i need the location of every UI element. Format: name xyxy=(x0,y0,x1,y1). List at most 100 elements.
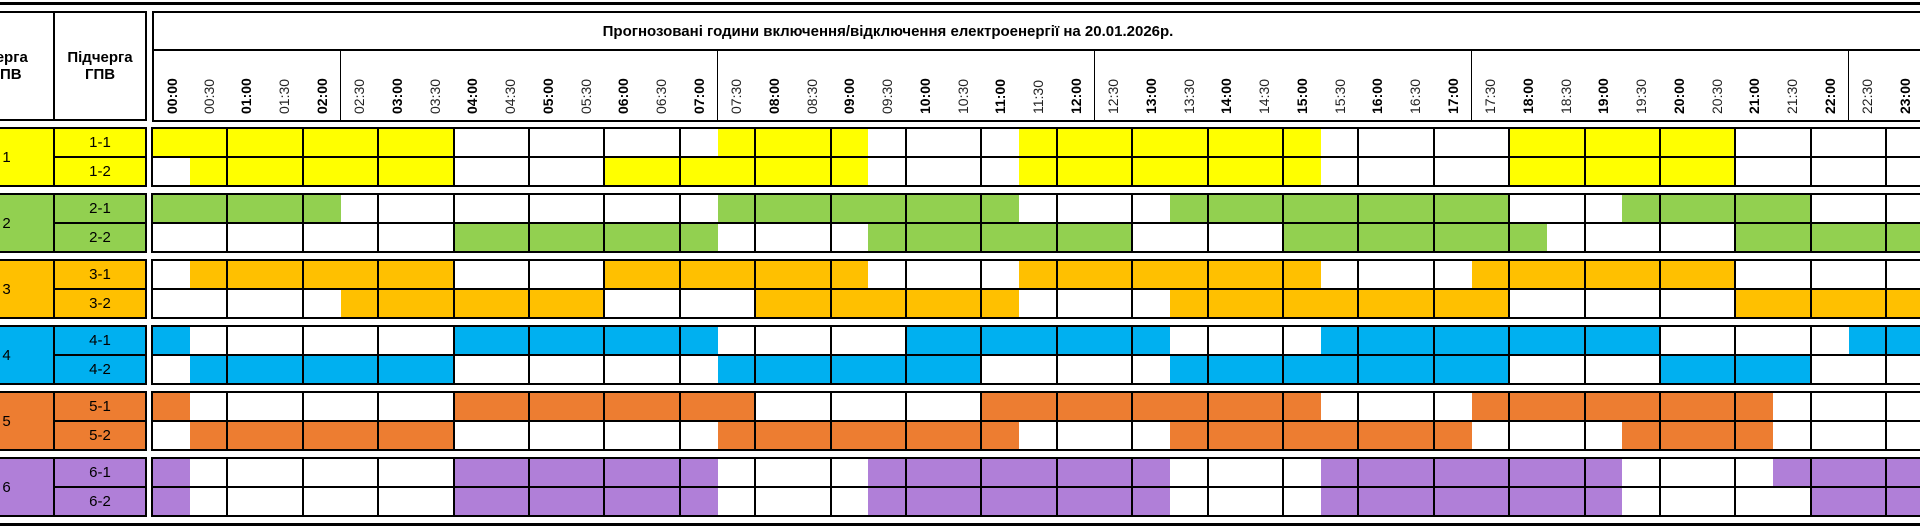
slot-6-1-0530 xyxy=(566,457,605,486)
slot-3-2-1630 xyxy=(1396,288,1435,317)
slot-1-1-1400 xyxy=(1207,127,1246,156)
hour-divider xyxy=(980,127,983,187)
time-label: 18:30 xyxy=(1557,78,1574,114)
slot-6-2-0430 xyxy=(491,486,530,515)
subqueue-label: 5-1 xyxy=(89,398,111,415)
slot-4-1-0530 xyxy=(566,325,605,354)
slot-3-1-2230 xyxy=(1848,259,1887,288)
slot-3-2-0030 xyxy=(189,288,228,317)
slot-6-2-2030 xyxy=(1697,486,1736,515)
slot-3-2-1800 xyxy=(1509,288,1548,317)
slot-6-2-0230 xyxy=(340,486,379,515)
hour-divider xyxy=(452,457,455,517)
slot-2-2-1530 xyxy=(1320,222,1359,251)
hour-divider xyxy=(1885,127,1888,187)
slot-5-1-0630 xyxy=(642,391,681,420)
hour-divider xyxy=(1206,457,1209,517)
time-header-2030: 20:30 xyxy=(1697,49,1738,122)
slot-6-1-0430 xyxy=(491,457,530,486)
slot-1-2-1200 xyxy=(1056,156,1095,185)
slot-2-2-1700 xyxy=(1433,222,1472,251)
queue-label: 3 xyxy=(2,280,11,298)
slot-1-1-0530 xyxy=(566,127,605,156)
slot-2-1-0530 xyxy=(566,193,605,222)
subqueue-1-1: 1-1 xyxy=(53,127,147,158)
time-header-1000: 10:00 xyxy=(906,49,946,122)
slot-4-1-1730 xyxy=(1471,325,1510,354)
slot-2-1-1200 xyxy=(1056,193,1095,222)
slot-5-1-1000 xyxy=(906,391,945,420)
slot-4-2-0000 xyxy=(152,354,191,383)
slot-5-2-2030 xyxy=(1697,420,1736,449)
slot-3-1-1200 xyxy=(1056,259,1095,288)
hour-divider xyxy=(301,127,304,187)
slot-6-2-0300 xyxy=(378,486,417,515)
time-header-1300: 13:00 xyxy=(1132,49,1172,122)
slot-2-1-1030 xyxy=(943,193,982,222)
time-label: 11:30 xyxy=(1029,80,1046,114)
slot-3-1-1700 xyxy=(1433,259,1472,288)
slot-4-2-0430 xyxy=(491,354,530,383)
time-header-1130: 11:30 xyxy=(1019,49,1059,122)
subqueue-label: 4-2 xyxy=(89,361,111,378)
slot-2-2-1100 xyxy=(981,222,1020,251)
slot-1-2-2230 xyxy=(1848,156,1887,185)
slot-3-2-1300 xyxy=(1132,288,1171,317)
slot-5-1-1430 xyxy=(1245,391,1284,420)
slot-2-2-1330 xyxy=(1169,222,1209,251)
hour-divider xyxy=(603,325,606,385)
slot-5-2-0430 xyxy=(491,420,530,449)
slot-3-1-0330 xyxy=(415,259,455,288)
slot-1-1-2100 xyxy=(1735,127,1774,156)
hour-divider xyxy=(1734,193,1737,253)
slot-3-2-0600 xyxy=(604,288,643,317)
slot-2-1-0330 xyxy=(415,193,455,222)
slot-6-2-2130 xyxy=(1773,486,1812,515)
slot-4-2-1430 xyxy=(1245,354,1284,383)
slot-6-2-1130 xyxy=(1019,486,1058,515)
row-divider xyxy=(152,222,1920,224)
slot-3-2-1430 xyxy=(1245,288,1284,317)
slot-1-1-0900 xyxy=(830,127,869,156)
time-header-1930: 19:30 xyxy=(1622,49,1662,122)
slot-6-1-2300 xyxy=(1886,457,1920,486)
slot-3-1-1400 xyxy=(1207,259,1246,288)
slot-2-2-1130 xyxy=(1019,222,1058,251)
slot-5-1-0430 xyxy=(491,391,530,420)
slot-1-1-0800 xyxy=(755,127,794,156)
queue-3: 3 xyxy=(0,259,55,319)
slot-5-1-1500 xyxy=(1283,391,1322,420)
slot-6-1-2000 xyxy=(1660,457,1699,486)
slot-3-2-1100 xyxy=(981,288,1020,317)
slot-3-1-0900 xyxy=(830,259,869,288)
slot-4-2-1800 xyxy=(1509,354,1548,383)
slot-6-1-0630 xyxy=(642,457,681,486)
group-bottom-line xyxy=(152,449,1920,451)
slot-3-1-0430 xyxy=(491,259,530,288)
slot-4-2-2000 xyxy=(1660,354,1699,383)
subqueue-label: 4-1 xyxy=(89,332,111,349)
hour-divider xyxy=(1734,259,1737,319)
slot-2-1-0300 xyxy=(378,193,417,222)
slot-6-1-1400 xyxy=(1207,457,1246,486)
slot-4-1-1530 xyxy=(1320,325,1359,354)
slot-1-2-0500 xyxy=(529,156,568,185)
time-label: 14:30 xyxy=(1256,78,1273,114)
slot-4-2-1230 xyxy=(1094,354,1133,383)
queue-column-header-label: Черга ГПВ xyxy=(0,49,28,83)
subqueue-3-1: 3-1 xyxy=(53,259,147,290)
time-label: 22:30 xyxy=(1859,78,1876,114)
queue-label: 1 xyxy=(2,148,11,166)
time-label: 20:30 xyxy=(1708,78,1725,114)
slot-4-2-1400 xyxy=(1207,354,1246,383)
slot-2-1-2000 xyxy=(1660,193,1699,222)
slot-2-2-1900 xyxy=(1584,222,1623,251)
hour-divider xyxy=(1885,259,1888,319)
hour-divider xyxy=(1282,127,1284,187)
hour-divider xyxy=(905,127,907,187)
time-header-1200: 12:00 xyxy=(1056,49,1097,122)
queue-5: 5 xyxy=(0,391,55,451)
slot-4-1-1030 xyxy=(943,325,982,354)
time-header-1400: 14:00 xyxy=(1207,49,1248,122)
queue-4: 4 xyxy=(0,325,55,385)
